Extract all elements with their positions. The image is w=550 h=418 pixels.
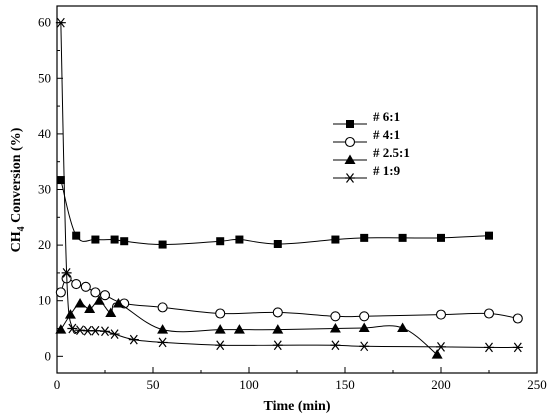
data-point	[272, 340, 283, 351]
data-point	[90, 325, 101, 336]
data-point	[64, 309, 76, 319]
data-point	[235, 235, 244, 244]
series-2	[55, 273, 523, 324]
y-tick-label: 40	[38, 126, 51, 141]
data-point	[109, 329, 120, 339]
x-tick-label: 150	[335, 377, 355, 392]
legend-label: # 6:1	[373, 109, 400, 124]
data-point	[360, 233, 369, 242]
series-layer	[55, 17, 523, 359]
data-point	[233, 324, 245, 334]
series-1	[56, 176, 493, 249]
legend-item: # 4:1	[333, 127, 400, 148]
y-tick-label: 10	[38, 293, 51, 308]
data-point	[72, 231, 81, 240]
data-point	[120, 237, 129, 246]
data-point	[56, 176, 65, 185]
legend-label: # 4:1	[373, 127, 400, 142]
data-point	[215, 308, 226, 319]
data-point	[436, 341, 446, 352]
y-axis-title: CH4 Conversion (%)	[9, 127, 27, 252]
data-point	[80, 281, 91, 292]
data-point	[74, 297, 86, 308]
data-point	[272, 307, 283, 318]
axis-ticks: 0 50 100 150 200 250 0 10 20 30 40 50 60	[38, 15, 547, 392]
data-point	[112, 297, 124, 308]
legend-label: # 1:9	[373, 163, 401, 178]
data-point	[67, 323, 78, 334]
data-point	[344, 154, 356, 164]
data-point	[93, 295, 105, 305]
data-point	[100, 326, 110, 337]
data-point	[99, 290, 111, 301]
plot-frame	[56, 5, 538, 374]
data-point	[330, 311, 341, 322]
data-point	[484, 342, 494, 353]
data-point	[435, 309, 447, 320]
y-tick-label: 20	[38, 237, 51, 252]
data-point	[272, 324, 284, 334]
data-point	[273, 239, 282, 248]
data-point	[483, 308, 495, 319]
data-point	[512, 313, 523, 324]
data-point	[157, 337, 168, 348]
legend-item: # 6:1	[333, 109, 400, 128]
data-point	[91, 235, 100, 244]
data-point	[359, 341, 370, 352]
series-line	[60, 179, 490, 246]
data-point	[128, 334, 139, 345]
data-point	[55, 17, 66, 28]
data-point	[330, 340, 341, 351]
x-axis-title: Time (min)	[263, 399, 330, 414]
data-point	[398, 233, 407, 242]
data-point	[329, 323, 341, 333]
data-point	[55, 324, 67, 334]
data-point	[157, 302, 168, 313]
x-tick-label: 250	[527, 377, 547, 392]
legend-label: # 2.5:1	[373, 145, 410, 160]
data-point	[331, 235, 340, 244]
y-tick-label: 30	[38, 182, 51, 197]
data-point	[431, 349, 443, 359]
legend-item: # 1:9	[333, 163, 401, 183]
data-point	[215, 340, 226, 351]
series-3	[55, 295, 443, 359]
series-line	[60, 22, 518, 348]
data-point	[345, 173, 355, 183]
x-tick-label: 50	[147, 377, 160, 392]
data-point	[346, 120, 354, 128]
data-point	[157, 324, 169, 334]
data-point	[512, 342, 523, 353]
data-point	[216, 237, 225, 246]
series-4	[55, 17, 523, 353]
data-point	[344, 136, 356, 148]
y-tick-label: 60	[38, 15, 51, 30]
y-tick-label: 0	[45, 348, 52, 363]
data-point	[158, 240, 167, 249]
data-point	[71, 278, 82, 290]
x-tick-label: 0	[54, 377, 61, 392]
data-point	[437, 233, 445, 242]
data-point	[110, 235, 119, 244]
x-tick-label: 100	[239, 377, 259, 392]
data-point	[55, 287, 66, 298]
x-tick-label: 200	[431, 377, 451, 392]
data-point	[397, 322, 409, 332]
legend-item: # 2.5:1	[333, 145, 410, 164]
data-point	[90, 287, 101, 298]
data-point	[84, 303, 96, 314]
legend: # 6:1 # 4:1 # 2.5:1 # 1:9	[333, 109, 410, 183]
data-point	[61, 268, 72, 278]
data-point	[105, 307, 117, 317]
series-line	[60, 277, 518, 319]
data-point	[485, 231, 493, 240]
data-point	[358, 322, 370, 332]
data-point	[359, 311, 370, 322]
data-point	[214, 324, 226, 334]
y-tick-label: 50	[38, 70, 51, 85]
